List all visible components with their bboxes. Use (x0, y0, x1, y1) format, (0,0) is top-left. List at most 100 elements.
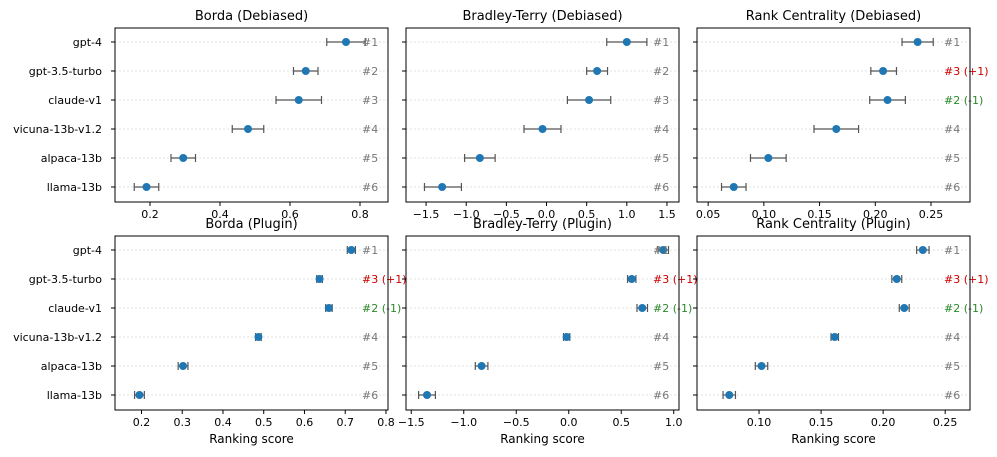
data-point (879, 67, 888, 75)
data-point (913, 38, 922, 46)
rank-label: #3 (653, 94, 669, 107)
chart-title: Borda (Debiased) (195, 9, 308, 24)
data-point (438, 183, 447, 191)
x-axis-label: Ranking score (791, 432, 876, 446)
x-tick-label: 0.5 (613, 416, 631, 429)
x-tick-label: −1.5 (398, 416, 425, 429)
x-tick-label: 0.0 (560, 416, 578, 429)
rank-label: #5 (944, 152, 960, 165)
rank-label: #2 (-1) (362, 302, 401, 315)
data-point (301, 67, 310, 75)
x-tick-label: 0.05 (696, 208, 721, 221)
x-tick-label: 0.5 (578, 208, 596, 221)
axes-frame (114, 27, 389, 203)
rank-label: #4 (653, 331, 669, 344)
x-axis-label: Ranking score (500, 432, 585, 446)
data-point (475, 154, 484, 162)
x-tick-label: 0.7 (336, 416, 354, 429)
axes-frame (114, 235, 389, 411)
rank-label: #1 (653, 36, 669, 49)
y-tick-label: vicuna-13b-v1.2 (13, 331, 102, 344)
x-tick-label: 1.0 (665, 416, 683, 429)
data-point (830, 333, 839, 341)
data-point (638, 304, 647, 312)
data-point (135, 391, 144, 399)
data-point (593, 67, 602, 75)
y-tick-label: claude-v1 (48, 94, 102, 107)
rank-label: #4 (362, 331, 378, 344)
data-point (179, 362, 188, 370)
data-point (622, 38, 631, 46)
x-tick-label: 0.0 (538, 208, 556, 221)
x-tick-label: 0.2 (133, 416, 151, 429)
axes-frame (696, 27, 971, 203)
data-point (294, 96, 303, 104)
data-point (729, 183, 738, 191)
rank-label: #5 (653, 152, 669, 165)
x-tick-label: 0.6 (296, 416, 314, 429)
x-tick-label: 1.5 (658, 208, 676, 221)
rank-label: #6 (653, 389, 669, 402)
y-tick-label: gpt-3.5-turbo (29, 273, 102, 286)
rank-label: #5 (653, 360, 669, 373)
y-tick-label: llama-13b (47, 389, 102, 402)
rank-label: #6 (362, 389, 378, 402)
data-point (142, 183, 151, 191)
data-point (900, 304, 909, 312)
chart-title: Rank Centrality (Debiased) (746, 9, 922, 24)
x-tick-label: 0.6 (281, 208, 299, 221)
data-point (892, 275, 901, 283)
rank-label: #3 (+1) (653, 273, 698, 286)
x-tick-label: 0.15 (807, 208, 832, 221)
rank-label: #5 (944, 360, 960, 373)
x-tick-label: 1.0 (618, 208, 636, 221)
x-tick-label: 0.2 (141, 208, 159, 221)
rank-label: #6 (362, 181, 378, 194)
x-tick-label: 0.8 (377, 416, 395, 429)
y-tick-label: llama-13b (47, 181, 102, 194)
rank-label: #1 (362, 244, 378, 257)
x-tick-label: 0.10 (752, 208, 777, 221)
data-point (918, 246, 927, 254)
chart-title: Bradley-Terry (Plugin) (473, 217, 612, 232)
y-tick-label: alpaca-13b (41, 360, 102, 373)
x-tick-label: −1.0 (453, 208, 480, 221)
data-point (244, 125, 252, 133)
rank-label: #1 (653, 244, 669, 257)
data-point (562, 333, 571, 341)
axes-frame (696, 235, 971, 411)
x-tick-label: 0.4 (214, 416, 232, 429)
data-point (477, 362, 486, 370)
y-tick-label: claude-v1 (48, 302, 102, 315)
x-axis-label: Ranking score (209, 432, 294, 446)
rank-label: #4 (362, 123, 378, 136)
x-tick-label: 0.3 (173, 416, 191, 429)
axes-frame (405, 235, 680, 411)
rank-label: #2 (653, 65, 669, 78)
rank-label: #2 (-1) (944, 302, 983, 315)
rank-label: #5 (362, 360, 378, 373)
data-point (659, 246, 668, 254)
data-point (179, 154, 188, 162)
rank-label: #1 (944, 244, 960, 257)
rank-label: #6 (653, 181, 669, 194)
x-tick-label: 0.4 (211, 208, 229, 221)
chart-title: Bradley-Terry (Debiased) (462, 9, 622, 24)
y-tick-label: gpt-3.5-turbo (29, 65, 102, 78)
y-tick-label: alpaca-13b (41, 152, 102, 165)
rank-label: #1 (944, 36, 960, 49)
data-point (627, 275, 636, 283)
x-tick-label: 0.20 (863, 208, 888, 221)
x-tick-label: 0.5 (255, 416, 273, 429)
x-tick-label: 0.8 (351, 208, 369, 221)
data-point (342, 38, 350, 46)
data-point (538, 125, 547, 133)
data-point (347, 246, 356, 254)
data-point (324, 304, 333, 312)
data-point (832, 125, 841, 133)
rank-label: #4 (944, 123, 960, 136)
chart-panel-2: Bradley-Terry (Debiased) #1 #2 #3 #4 #5 #6 −1.5… (402, 9, 680, 221)
x-tick-label: −1.0 (450, 416, 477, 429)
rank-label: #3 (362, 94, 378, 107)
x-tick-label: 0.20 (871, 416, 896, 429)
